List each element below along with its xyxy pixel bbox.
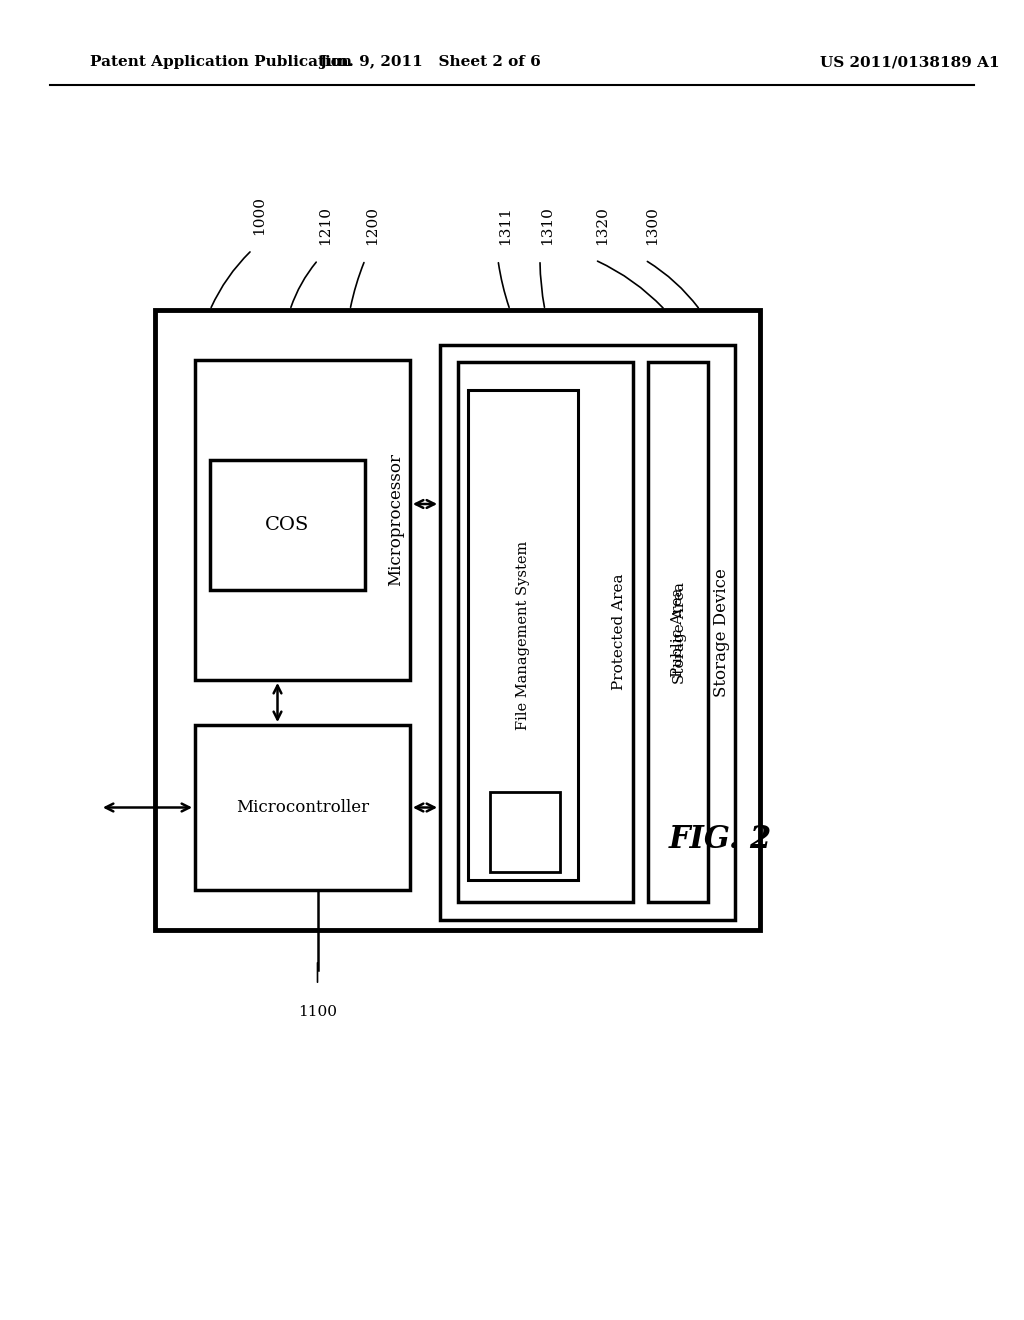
FancyArrowPatch shape xyxy=(416,804,434,812)
Text: 1000: 1000 xyxy=(252,195,266,235)
Text: FIG. 2: FIG. 2 xyxy=(669,825,772,855)
Text: 1200: 1200 xyxy=(365,206,379,246)
Bar xyxy=(440,345,735,920)
Bar xyxy=(648,362,708,902)
Text: Jun. 9, 2011   Sheet 2 of 6: Jun. 9, 2011 Sheet 2 of 6 xyxy=(319,55,541,69)
Text: Microcontroller: Microcontroller xyxy=(236,799,369,816)
Text: Patent Application Publication: Patent Application Publication xyxy=(90,55,352,69)
Text: Storage Device: Storage Device xyxy=(713,568,729,697)
Text: Protected Area: Protected Area xyxy=(612,574,626,690)
Bar xyxy=(468,389,578,880)
Text: US 2011/0138189 A1: US 2011/0138189 A1 xyxy=(820,55,999,69)
Text: Microprocessor: Microprocessor xyxy=(387,454,404,586)
Text: 1300: 1300 xyxy=(645,206,659,246)
Text: 1320: 1320 xyxy=(595,206,609,246)
Text: 1311: 1311 xyxy=(498,206,512,246)
Text: COS: COS xyxy=(265,516,309,535)
Text: 1100: 1100 xyxy=(298,1005,337,1019)
Bar xyxy=(195,725,410,890)
Text: File Management System: File Management System xyxy=(516,540,530,730)
Text: Public Area: Public Area xyxy=(671,587,685,677)
Text: Storage Area: Storage Area xyxy=(673,582,687,684)
FancyArrowPatch shape xyxy=(416,500,434,508)
Bar xyxy=(210,459,365,590)
FancyArrowPatch shape xyxy=(105,804,189,812)
Bar xyxy=(155,310,760,931)
Bar xyxy=(458,362,633,902)
Bar xyxy=(490,792,560,873)
FancyArrowPatch shape xyxy=(273,685,282,719)
Text: 1210: 1210 xyxy=(318,206,332,246)
Bar xyxy=(195,360,410,680)
Text: 1310: 1310 xyxy=(540,206,554,246)
